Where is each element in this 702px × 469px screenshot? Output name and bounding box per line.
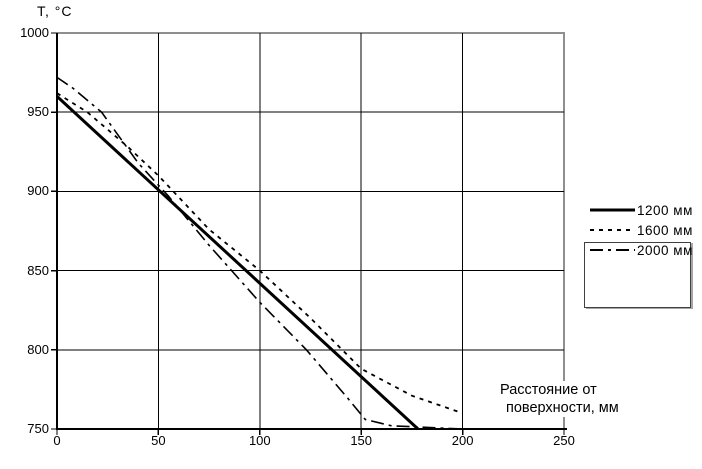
x-axis-label-line1: Расстояние от <box>500 382 597 398</box>
y-tick-label: 1000 <box>20 25 49 40</box>
legend-swatch-dotted <box>590 229 635 231</box>
y-tick-label: 950 <box>27 104 49 120</box>
legend-swatch-dash-dot <box>590 249 635 251</box>
y-tick-label: 850 <box>27 262 49 278</box>
x-tick-label: 100 <box>248 433 271 448</box>
x-tick-label: 150 <box>350 433 373 448</box>
x-tick-label: 200 <box>451 433 474 448</box>
legend-item-1600-мм: 1600 мм <box>590 222 693 238</box>
x-axis-label: Расстояние от поверхности, мм <box>496 381 658 417</box>
chart-title: Т, °С <box>37 3 73 19</box>
legend-label: 1600 мм <box>637 222 693 238</box>
legend-item-1200-мм: 1200 мм <box>590 202 693 218</box>
series-line-solid <box>55 95 420 431</box>
x-tick-label: 50 <box>151 433 166 448</box>
series-line-dash-dot <box>56 76 463 430</box>
x-tick-label: 0 <box>53 433 61 448</box>
legend-swatch-solid <box>590 208 635 212</box>
y-tick-label: 800 <box>27 341 49 357</box>
legend-box <box>584 242 691 308</box>
legend-item-2000-мм: 2000 мм <box>590 242 693 258</box>
x-tick-label: 250 <box>553 433 575 448</box>
series-line-dotted <box>56 92 463 415</box>
legend-label: 1200 мм <box>637 202 693 218</box>
y-tick-label: 900 <box>27 183 49 199</box>
legend-label: 2000 мм <box>637 242 693 258</box>
y-tick-label: 750 <box>27 421 49 436</box>
x-axis-label-line2: поверхности, мм <box>506 400 619 416</box>
